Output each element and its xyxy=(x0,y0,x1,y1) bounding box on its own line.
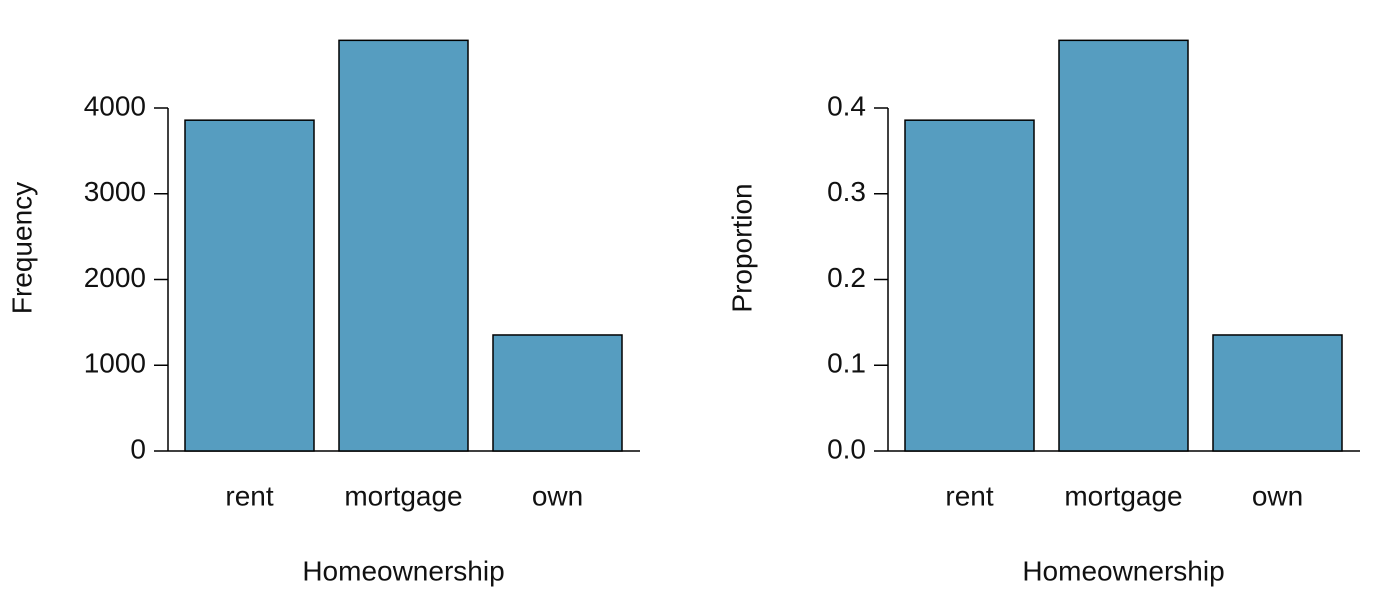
y-tick-label: 0.1 xyxy=(827,348,866,379)
y-axis-label: Proportion xyxy=(726,183,757,312)
y-tick-label: 0.4 xyxy=(827,90,866,121)
bar xyxy=(1212,334,1343,452)
bar xyxy=(184,119,315,452)
y-tick-label: 0.2 xyxy=(827,262,866,293)
bar xyxy=(492,334,623,452)
bar xyxy=(1058,39,1189,452)
y-tick-label: 4000 xyxy=(84,90,146,121)
x-tick-label: mortgage xyxy=(344,480,462,511)
x-tick-label: own xyxy=(532,480,583,511)
x-tick-label: own xyxy=(1252,480,1303,511)
x-axis-label: Homeownership xyxy=(1022,555,1224,586)
y-tick-label: 2000 xyxy=(84,262,146,293)
y-tick-label: 0.0 xyxy=(827,433,866,464)
bar xyxy=(904,119,1035,452)
y-axis-label: Frequency xyxy=(6,182,37,314)
x-axis-label: Homeownership xyxy=(302,555,504,586)
x-tick-label: rent xyxy=(225,480,273,511)
y-tick-label: 0.3 xyxy=(827,176,866,207)
x-tick-label: mortgage xyxy=(1064,480,1182,511)
y-tick-label: 1000 xyxy=(84,348,146,379)
x-tick-label: rent xyxy=(945,480,993,511)
y-tick-label: 3000 xyxy=(84,176,146,207)
y-tick-label: 0 xyxy=(130,433,146,464)
bar xyxy=(338,39,469,452)
